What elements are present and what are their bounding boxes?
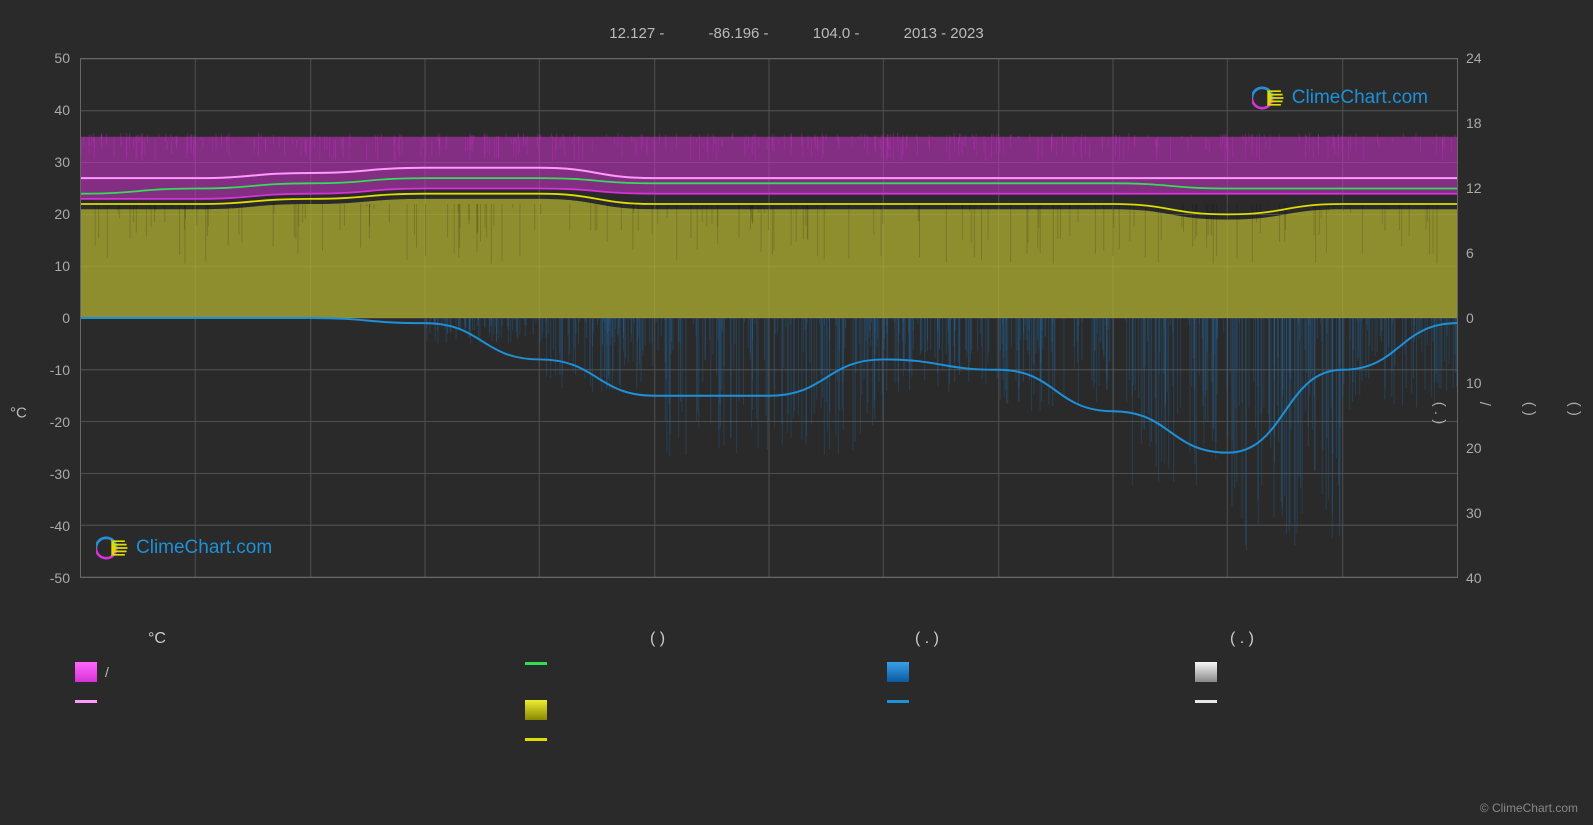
legend-item bbox=[525, 700, 555, 720]
years-label: 2013 - 2023 bbox=[904, 25, 984, 42]
latitude-label: 12.127 - bbox=[609, 25, 664, 42]
y-axis-left-label: °C bbox=[10, 404, 27, 421]
elevation-label: 104.0 - bbox=[813, 25, 860, 42]
y-axis-right-labels: ( ) ( ) / ( . ) bbox=[1428, 401, 1586, 424]
brand-text-bottom: ClimeChart.com bbox=[136, 537, 272, 559]
longitude-label: -86.196 - bbox=[709, 25, 769, 42]
legend-swatch bbox=[525, 700, 547, 720]
legend-swatch bbox=[525, 662, 547, 665]
legend-swatch bbox=[75, 700, 97, 703]
legend-swatch bbox=[75, 662, 97, 682]
legend-item bbox=[75, 700, 105, 703]
copyright: © ClimeChart.com bbox=[1480, 801, 1578, 815]
legend-swatch bbox=[1195, 662, 1217, 682]
y-axis-right: 0612182410203040 bbox=[1461, 58, 1506, 578]
legend-swatch bbox=[887, 662, 909, 682]
legend-label: / bbox=[105, 664, 109, 680]
brand-logo-top: ClimeChart.com bbox=[1252, 84, 1428, 112]
logo-icon bbox=[1252, 84, 1286, 112]
legend-item bbox=[1195, 662, 1225, 682]
chart-header: 12.127 - -86.196 - 104.0 - 2013 - 2023 bbox=[0, 25, 1593, 42]
legend-header-4: ( . ) bbox=[1230, 630, 1254, 648]
legend-swatch bbox=[887, 700, 909, 703]
legend-item bbox=[525, 738, 555, 741]
legend-header-2: ( ) bbox=[650, 630, 665, 648]
legend-item bbox=[887, 700, 917, 703]
plot-svg bbox=[81, 59, 1457, 577]
legend-swatch bbox=[1195, 700, 1217, 703]
legend-header-temp: °C bbox=[148, 630, 166, 648]
chart-plot-area: -50-40-30-20-1001020304050 0612182410203… bbox=[80, 58, 1458, 578]
chart-container: 12.127 - -86.196 - 104.0 - 2013 - 2023 °… bbox=[0, 0, 1593, 825]
legend-item bbox=[887, 662, 917, 682]
brand-text-top: ClimeChart.com bbox=[1292, 87, 1428, 109]
legend-swatch bbox=[525, 738, 547, 741]
logo-icon bbox=[96, 534, 130, 562]
y-axis-left: -50-40-30-20-1001020304050 bbox=[30, 58, 75, 578]
brand-logo-bottom: ClimeChart.com bbox=[96, 534, 272, 562]
legend-item bbox=[525, 662, 555, 665]
legend-header-3: ( . ) bbox=[915, 630, 939, 648]
legend-item bbox=[1195, 700, 1225, 703]
legend-item: / bbox=[75, 662, 109, 682]
plot-box bbox=[80, 58, 1458, 578]
